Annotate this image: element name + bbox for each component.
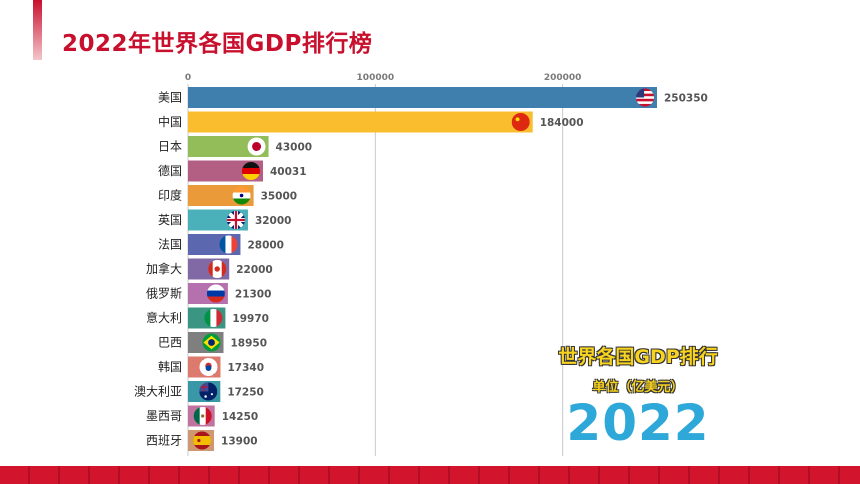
china-flag-icon <box>511 113 530 131</box>
category-label: 韩国 <box>158 359 182 374</box>
category-label: 西班牙 <box>146 434 182 448</box>
russia-flag-icon <box>206 284 225 303</box>
india-flag-icon <box>232 186 251 205</box>
x-tick-label: 0 <box>185 73 191 83</box>
south-korea-flag-icon <box>199 358 218 376</box>
spain-flag-icon <box>193 431 212 450</box>
bar <box>188 136 269 157</box>
italy-flag-icon <box>204 309 223 327</box>
germany-flag-icon <box>241 162 260 180</box>
x-tick-label: 100000 <box>357 73 395 83</box>
overlay-year: 2022 <box>566 394 710 452</box>
value-label: 13900 <box>221 436 258 448</box>
canada-flag-icon <box>208 260 227 278</box>
value-label: 14250 <box>222 411 259 423</box>
category-label: 俄罗斯 <box>146 287 182 301</box>
value-label: 18950 <box>231 338 268 350</box>
france-flag-icon <box>219 235 238 254</box>
footer-bar <box>0 466 860 484</box>
overlay-unit: 单位（亿美元） <box>592 380 684 395</box>
category-label: 印度 <box>158 188 182 203</box>
value-label: 17250 <box>227 387 264 399</box>
x-tick-label: 200000 <box>544 73 582 83</box>
value-label: 43000 <box>276 142 313 154</box>
category-label: 墨西哥 <box>146 409 182 423</box>
category-label: 德国 <box>158 163 182 178</box>
brazil-flag-icon <box>202 333 221 352</box>
value-label: 184000 <box>540 117 584 129</box>
bar <box>188 111 533 133</box>
value-label: 250350 <box>664 93 708 105</box>
australia-flag-icon <box>199 382 218 401</box>
category-label: 巴西 <box>158 336 182 350</box>
category-label: 中国 <box>158 114 182 129</box>
value-label: 32000 <box>255 215 292 227</box>
usa-flag-icon <box>636 88 654 107</box>
category-label: 日本 <box>158 140 182 154</box>
category-label: 意大利 <box>146 310 182 325</box>
category-label: 澳大利亚 <box>134 385 182 399</box>
mexico-flag-icon <box>193 407 212 425</box>
value-label: 28000 <box>247 240 284 252</box>
value-label: 19970 <box>232 313 269 325</box>
value-label: 35000 <box>261 191 298 203</box>
bar <box>188 87 657 108</box>
value-label: 21300 <box>235 289 272 301</box>
category-label: 法国 <box>158 238 182 252</box>
value-label: 22000 <box>236 264 273 276</box>
category-label: 加拿大 <box>146 261 182 276</box>
uk-flag-icon <box>226 211 245 229</box>
category-label: 美国 <box>158 91 182 105</box>
value-label: 17340 <box>227 362 264 374</box>
title-accent-bar <box>33 0 42 60</box>
value-label: 40031 <box>270 166 307 178</box>
page-title: 2022年世界各国GDP排行榜 <box>62 31 373 57</box>
japan-flag-icon <box>247 137 266 156</box>
overlay-title: 世界各国GDP排行 <box>558 346 718 368</box>
category-label: 英国 <box>158 213 182 227</box>
